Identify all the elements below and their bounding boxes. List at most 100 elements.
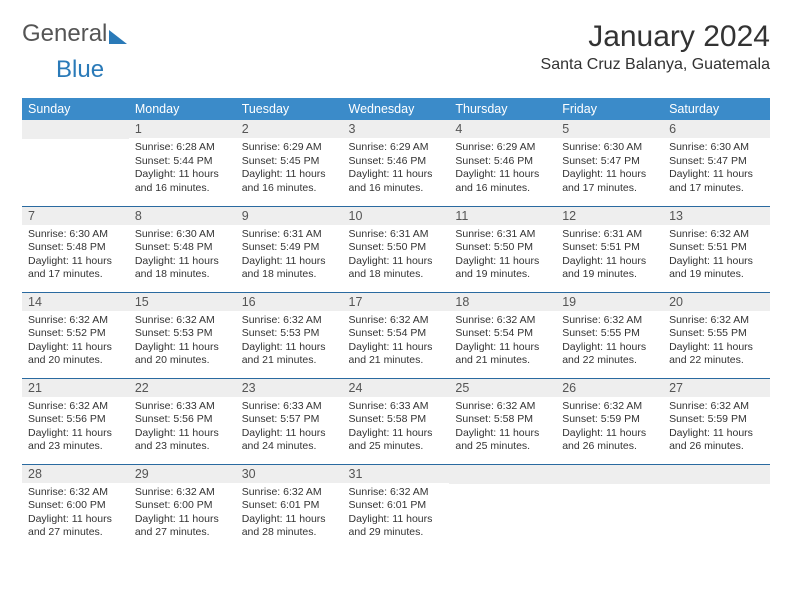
day-number: 13 (663, 207, 770, 225)
day-details: Sunrise: 6:30 AMSunset: 5:47 PMDaylight:… (663, 138, 770, 200)
weekday-header: Tuesday (236, 98, 343, 120)
day-details: Sunrise: 6:31 AMSunset: 5:49 PMDaylight:… (236, 225, 343, 287)
calendar-day-cell: 23Sunrise: 6:33 AMSunset: 5:57 PMDayligh… (236, 378, 343, 464)
day-number: 2 (236, 120, 343, 138)
calendar-day-cell (22, 120, 129, 206)
calendar-day-cell: 20Sunrise: 6:32 AMSunset: 5:55 PMDayligh… (663, 292, 770, 378)
day-number: 20 (663, 293, 770, 311)
calendar-day-cell: 9Sunrise: 6:31 AMSunset: 5:49 PMDaylight… (236, 206, 343, 292)
day-number: 4 (449, 120, 556, 138)
day-details: Sunrise: 6:32 AMSunset: 6:00 PMDaylight:… (129, 483, 236, 545)
day-details: Sunrise: 6:32 AMSunset: 5:51 PMDaylight:… (663, 225, 770, 287)
location-subtitle: Santa Cruz Balanya, Guatemala (541, 56, 770, 74)
weekday-header: Wednesday (343, 98, 450, 120)
day-details: Sunrise: 6:28 AMSunset: 5:44 PMDaylight:… (129, 138, 236, 200)
day-details: Sunrise: 6:33 AMSunset: 5:57 PMDaylight:… (236, 397, 343, 459)
day-details: Sunrise: 6:31 AMSunset: 5:50 PMDaylight:… (449, 225, 556, 287)
day-details: Sunrise: 6:32 AMSunset: 5:56 PMDaylight:… (22, 397, 129, 459)
day-details: Sunrise: 6:32 AMSunset: 5:59 PMDaylight:… (556, 397, 663, 459)
calendar-day-cell: 2Sunrise: 6:29 AMSunset: 5:45 PMDaylight… (236, 120, 343, 206)
calendar-day-cell: 27Sunrise: 6:32 AMSunset: 5:59 PMDayligh… (663, 378, 770, 464)
day-details: Sunrise: 6:29 AMSunset: 5:45 PMDaylight:… (236, 138, 343, 200)
day-details: Sunrise: 6:29 AMSunset: 5:46 PMDaylight:… (343, 138, 450, 200)
weekday-header-row: Sunday Monday Tuesday Wednesday Thursday… (22, 98, 770, 120)
calendar-day-cell: 7Sunrise: 6:30 AMSunset: 5:48 PMDaylight… (22, 206, 129, 292)
day-details: Sunrise: 6:29 AMSunset: 5:46 PMDaylight:… (449, 138, 556, 200)
calendar-day-cell: 8Sunrise: 6:30 AMSunset: 5:48 PMDaylight… (129, 206, 236, 292)
day-number: 7 (22, 207, 129, 225)
day-details: Sunrise: 6:32 AMSunset: 5:52 PMDaylight:… (22, 311, 129, 373)
day-number: 31 (343, 465, 450, 483)
calendar-day-cell: 18Sunrise: 6:32 AMSunset: 5:54 PMDayligh… (449, 292, 556, 378)
calendar-day-cell: 3Sunrise: 6:29 AMSunset: 5:46 PMDaylight… (343, 120, 450, 206)
page-title: January 2024 (541, 20, 770, 54)
day-number: 16 (236, 293, 343, 311)
day-details: Sunrise: 6:32 AMSunset: 5:53 PMDaylight:… (129, 311, 236, 373)
calendar-week-row: 21Sunrise: 6:32 AMSunset: 5:56 PMDayligh… (22, 378, 770, 464)
day-number: 25 (449, 379, 556, 397)
day-number: 5 (556, 120, 663, 138)
calendar-day-cell: 5Sunrise: 6:30 AMSunset: 5:47 PMDaylight… (556, 120, 663, 206)
weekday-header: Thursday (449, 98, 556, 120)
day-number (22, 120, 129, 139)
calendar-day-cell: 28Sunrise: 6:32 AMSunset: 6:00 PMDayligh… (22, 464, 129, 550)
calendar-day-cell (449, 464, 556, 550)
calendar-day-cell: 24Sunrise: 6:33 AMSunset: 5:58 PMDayligh… (343, 378, 450, 464)
logo-word1: General (22, 20, 107, 48)
calendar-day-cell: 26Sunrise: 6:32 AMSunset: 5:59 PMDayligh… (556, 378, 663, 464)
day-number: 18 (449, 293, 556, 311)
day-number: 22 (129, 379, 236, 397)
calendar-day-cell: 10Sunrise: 6:31 AMSunset: 5:50 PMDayligh… (343, 206, 450, 292)
day-number: 19 (556, 293, 663, 311)
day-details: Sunrise: 6:32 AMSunset: 5:59 PMDaylight:… (663, 397, 770, 459)
calendar-week-row: 1Sunrise: 6:28 AMSunset: 5:44 PMDaylight… (22, 120, 770, 206)
day-details: Sunrise: 6:32 AMSunset: 5:54 PMDaylight:… (449, 311, 556, 373)
day-number: 8 (129, 207, 236, 225)
day-details: Sunrise: 6:32 AMSunset: 5:58 PMDaylight:… (449, 397, 556, 459)
day-number: 17 (343, 293, 450, 311)
day-number: 24 (343, 379, 450, 397)
calendar-day-cell: 30Sunrise: 6:32 AMSunset: 6:01 PMDayligh… (236, 464, 343, 550)
day-number: 11 (449, 207, 556, 225)
calendar-week-row: 7Sunrise: 6:30 AMSunset: 5:48 PMDaylight… (22, 206, 770, 292)
day-number (556, 465, 663, 484)
day-number: 12 (556, 207, 663, 225)
calendar-day-cell: 6Sunrise: 6:30 AMSunset: 5:47 PMDaylight… (663, 120, 770, 206)
day-number: 1 (129, 120, 236, 138)
day-details: Sunrise: 6:30 AMSunset: 5:48 PMDaylight:… (22, 225, 129, 287)
day-number: 28 (22, 465, 129, 483)
calendar-day-cell (663, 464, 770, 550)
day-details: Sunrise: 6:31 AMSunset: 5:51 PMDaylight:… (556, 225, 663, 287)
calendar-week-row: 14Sunrise: 6:32 AMSunset: 5:52 PMDayligh… (22, 292, 770, 378)
day-details: Sunrise: 6:30 AMSunset: 5:48 PMDaylight:… (129, 225, 236, 287)
day-number: 15 (129, 293, 236, 311)
calendar-day-cell: 22Sunrise: 6:33 AMSunset: 5:56 PMDayligh… (129, 378, 236, 464)
day-details: Sunrise: 6:33 AMSunset: 5:56 PMDaylight:… (129, 397, 236, 459)
day-number: 21 (22, 379, 129, 397)
day-number: 6 (663, 120, 770, 138)
day-details: Sunrise: 6:32 AMSunset: 5:53 PMDaylight:… (236, 311, 343, 373)
weekday-header: Monday (129, 98, 236, 120)
calendar-day-cell: 21Sunrise: 6:32 AMSunset: 5:56 PMDayligh… (22, 378, 129, 464)
calendar-day-cell: 14Sunrise: 6:32 AMSunset: 5:52 PMDayligh… (22, 292, 129, 378)
day-number (449, 465, 556, 484)
day-details: Sunrise: 6:32 AMSunset: 5:54 PMDaylight:… (343, 311, 450, 373)
logo-triangle-icon (109, 30, 127, 44)
day-number: 14 (22, 293, 129, 311)
calendar-day-cell: 4Sunrise: 6:29 AMSunset: 5:46 PMDaylight… (449, 120, 556, 206)
logo: General (22, 20, 127, 48)
calendar-day-cell: 17Sunrise: 6:32 AMSunset: 5:54 PMDayligh… (343, 292, 450, 378)
calendar-day-cell: 16Sunrise: 6:32 AMSunset: 5:53 PMDayligh… (236, 292, 343, 378)
day-number: 30 (236, 465, 343, 483)
calendar-day-cell: 29Sunrise: 6:32 AMSunset: 6:00 PMDayligh… (129, 464, 236, 550)
day-details: Sunrise: 6:33 AMSunset: 5:58 PMDaylight:… (343, 397, 450, 459)
weekday-header: Friday (556, 98, 663, 120)
day-number: 26 (556, 379, 663, 397)
day-details: Sunrise: 6:32 AMSunset: 6:00 PMDaylight:… (22, 483, 129, 545)
calendar-day-cell: 19Sunrise: 6:32 AMSunset: 5:55 PMDayligh… (556, 292, 663, 378)
calendar-day-cell: 12Sunrise: 6:31 AMSunset: 5:51 PMDayligh… (556, 206, 663, 292)
calendar-day-cell: 13Sunrise: 6:32 AMSunset: 5:51 PMDayligh… (663, 206, 770, 292)
day-number: 9 (236, 207, 343, 225)
weekday-header: Sunday (22, 98, 129, 120)
calendar-day-cell: 25Sunrise: 6:32 AMSunset: 5:58 PMDayligh… (449, 378, 556, 464)
